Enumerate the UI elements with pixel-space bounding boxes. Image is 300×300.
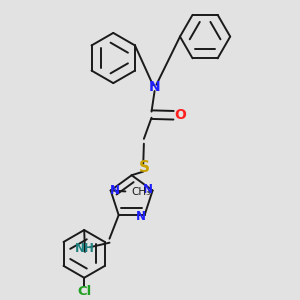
Text: N: N — [143, 183, 153, 196]
Text: O: O — [174, 108, 186, 122]
Text: CH₃: CH₃ — [131, 187, 151, 197]
Text: NH: NH — [75, 242, 95, 255]
Text: S: S — [138, 160, 149, 175]
Text: Cl: Cl — [77, 285, 91, 298]
Text: N: N — [149, 80, 161, 94]
Text: N: N — [110, 184, 120, 197]
Text: N: N — [136, 210, 146, 223]
